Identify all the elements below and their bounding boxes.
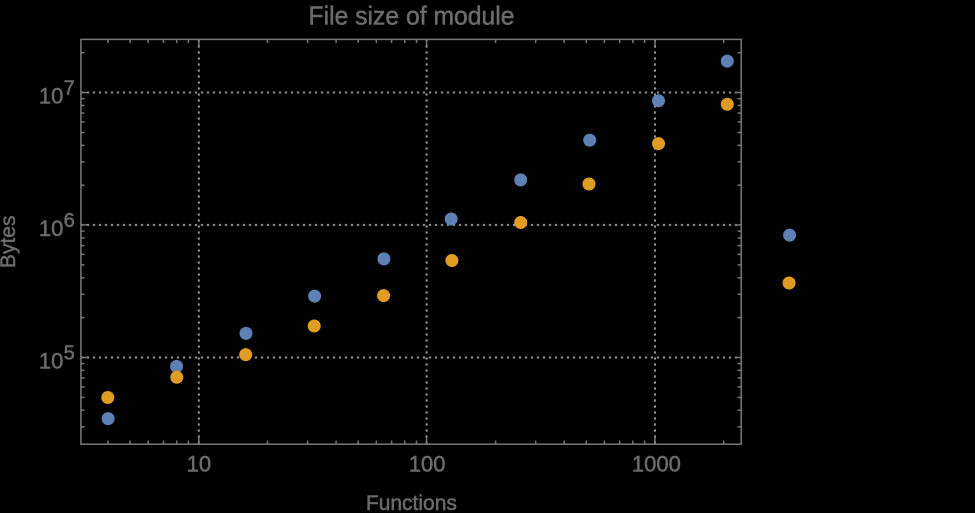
svg-text:1000: 1000 bbox=[632, 452, 681, 477]
svg-text:File size of module: File size of module bbox=[309, 1, 515, 31]
svg-text:10: 10 bbox=[187, 452, 211, 477]
svg-text:Functions: Functions bbox=[366, 492, 457, 513]
svg-text:Bytes: Bytes bbox=[0, 216, 20, 269]
svg-text:100: 100 bbox=[409, 452, 446, 477]
